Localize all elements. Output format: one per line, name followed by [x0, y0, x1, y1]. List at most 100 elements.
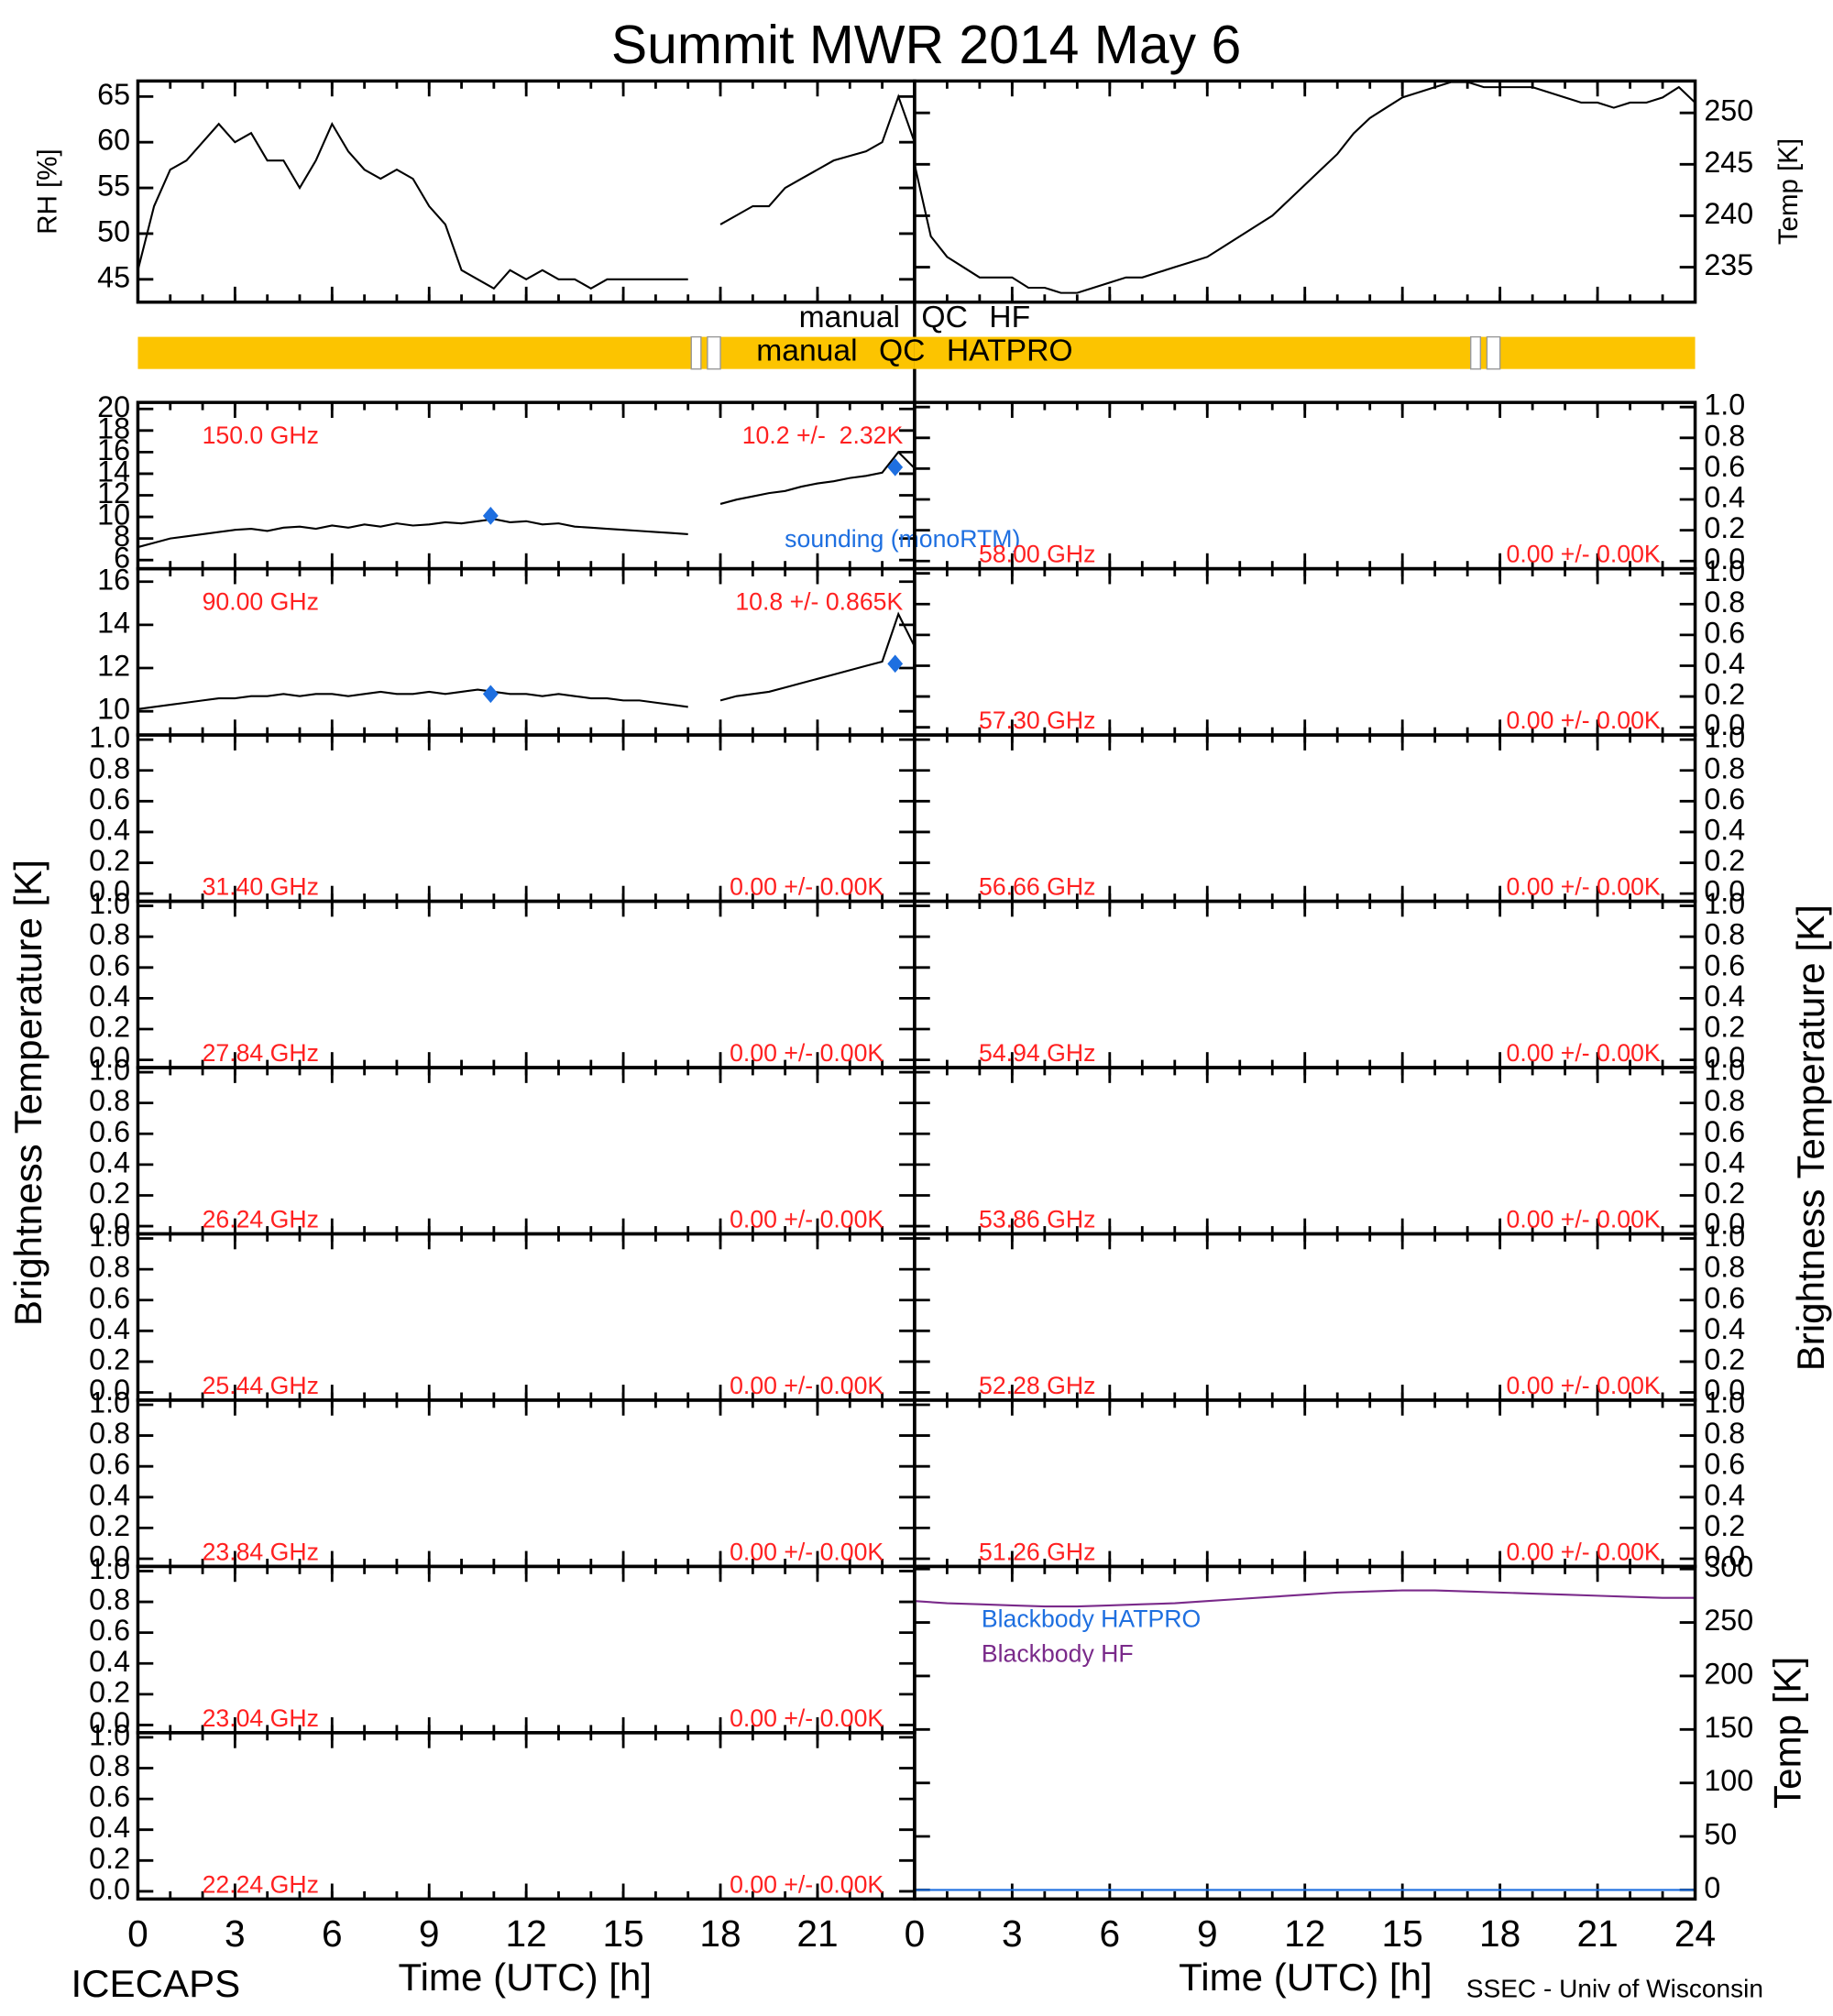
- y-tick-label: 0.2: [1704, 1177, 1745, 1210]
- channel-stats: 0.00 +/- 0.00K: [730, 1039, 884, 1067]
- y-tick-label: 0.2: [89, 1675, 130, 1708]
- qc-gap: [707, 335, 721, 370]
- channel-label: 150.0 GHz: [203, 422, 319, 449]
- channel-stats: 0.00 +/- 0.00K: [730, 873, 884, 901]
- y-tick-label: 0.8: [1704, 918, 1745, 951]
- y-tick-label: 0.8: [89, 1251, 130, 1284]
- y-tick-label: 0.0: [1704, 875, 1745, 908]
- qc-bar: [914, 336, 1696, 369]
- x-tick-label: 6: [322, 1912, 343, 1955]
- y-tick-label: 0.4: [1704, 1478, 1745, 1511]
- y-axis-label: RH [%]: [32, 148, 62, 234]
- y-tick-label: 0.8: [89, 1749, 130, 1782]
- y-tick-label: 0.6: [89, 948, 130, 981]
- y-tick-label: 55: [97, 170, 130, 203]
- channel-label: 25.44 GHz: [203, 1372, 319, 1399]
- y-tick-label: 0.0: [1704, 542, 1745, 575]
- qc-label: manual QC HATPRO: [756, 334, 1072, 367]
- y-tick-label: 0.0: [1704, 1540, 1745, 1573]
- legend-label: sounding (monoRTM): [785, 525, 1020, 553]
- channel-label: 54.94 GHz: [979, 1039, 1095, 1067]
- channel-label: 31.40 GHz: [203, 873, 319, 901]
- y-tick-label: 0.2: [89, 1011, 130, 1044]
- y-tick-label: 14: [97, 606, 130, 639]
- y-tick-label: 18: [97, 411, 130, 444]
- y-tick-label: 0.8: [89, 918, 130, 951]
- y-tick-label: 0.4: [89, 1645, 130, 1678]
- y-axis-label: Brightness Temperature [K]: [6, 860, 49, 1326]
- y-tick-label: 0.0: [89, 1374, 130, 1407]
- y-tick-label: 0.4: [1704, 1145, 1745, 1178]
- data-line: [914, 1589, 1696, 1608]
- y-tick-label: 235: [1704, 248, 1753, 281]
- y-tick-label: 0.6: [1704, 450, 1745, 483]
- y-tick-label: 1.0: [1704, 554, 1745, 587]
- y-tick-label: 0.2: [1704, 1342, 1745, 1375]
- data-line: [913, 81, 1696, 294]
- channel-stats: 10.2 +/- 2.32K: [742, 422, 904, 449]
- channel-stats: 0.00 +/- 0.00K: [730, 1704, 884, 1732]
- y-tick-label: 0.6: [89, 783, 130, 816]
- legend-label: Blackbody HF: [982, 1639, 1134, 1667]
- y-tick-label: 300: [1704, 1550, 1753, 1583]
- y-tick-label: 10: [97, 693, 130, 726]
- y-tick-label: 12: [97, 650, 130, 683]
- x-tick-label: 15: [602, 1912, 643, 1955]
- y-tick-label: 1.0: [89, 1220, 130, 1253]
- y-tick-label: 200: [1704, 1657, 1753, 1690]
- footer-left: ICECAPS: [71, 1962, 240, 2005]
- qc-gap: [1470, 335, 1482, 370]
- y-axis-label: Temp [K]: [1773, 138, 1804, 245]
- y-tick-label: 0.6: [1704, 616, 1745, 649]
- y-tick-label: 0.2: [89, 1842, 130, 1875]
- qc-gap: [1486, 335, 1501, 370]
- y-tick-label: 0.4: [89, 1145, 130, 1178]
- y-tick-label: 0.8: [1704, 586, 1745, 619]
- y-tick-label: 0.8: [89, 1583, 130, 1616]
- channel-stats: 0.00 +/- 0.00K: [1507, 1039, 1661, 1067]
- y-tick-label: 0.4: [89, 1312, 130, 1345]
- y-tick-label: 0.2: [1704, 511, 1745, 544]
- y-tick-label: 65: [97, 78, 130, 111]
- y-tick-label: 0.4: [1704, 647, 1745, 680]
- x-tick-label: 21: [1576, 1912, 1618, 1955]
- y-tick-label: 6: [114, 542, 130, 575]
- channel-stats: 0.00 +/- 0.00K: [730, 1372, 884, 1399]
- y-tick-label: 0.8: [1704, 1084, 1745, 1117]
- channel-stats: 0.00 +/- 0.00K: [1507, 1372, 1661, 1399]
- y-tick-label: 0.0: [89, 1706, 130, 1739]
- y-tick-label: 0.6: [89, 1614, 130, 1647]
- channel-label: 51.26 GHz: [979, 1538, 1095, 1565]
- channel-stats: 10.8 +/- 0.865K: [735, 588, 903, 616]
- y-tick-label: 0.0: [1704, 1041, 1745, 1074]
- channel-label: 53.86 GHz: [979, 1205, 1095, 1233]
- channel-stats: 0.00 +/- 0.00K: [1507, 1538, 1661, 1565]
- data-line: [719, 611, 916, 702]
- y-axis-label: Temp [K]: [1766, 1657, 1809, 1809]
- channel-label: 90.00 GHz: [203, 588, 319, 616]
- channel-label: 23.84 GHz: [203, 1538, 319, 1565]
- data-line: [137, 688, 688, 710]
- y-tick-label: 1.0: [89, 1054, 130, 1087]
- y-tick-label: 0.2: [1704, 1509, 1745, 1542]
- x-tick-label: 18: [1479, 1912, 1520, 1955]
- y-tick-label: 0.0: [89, 1540, 130, 1573]
- channel-label: 57.30 GHz: [979, 707, 1095, 734]
- data-line: [719, 450, 916, 505]
- sounding-point: [482, 685, 499, 704]
- y-tick-label: 0: [1704, 1871, 1720, 1904]
- y-tick-label: 1.0: [1704, 721, 1745, 754]
- channel-stats: 0.00 +/- 0.00K: [1507, 707, 1661, 734]
- y-tick-label: 0.2: [89, 1177, 130, 1210]
- y-tick-label: 0.6: [1704, 1448, 1745, 1481]
- qc-bar: [137, 336, 915, 369]
- y-tick-label: 1.0: [89, 1386, 130, 1419]
- y-tick-label: 0.8: [89, 751, 130, 784]
- y-tick-label: 0.2: [89, 1342, 130, 1375]
- y-tick-label: 50: [1704, 1818, 1737, 1851]
- y-tick-label: 0.0: [1704, 708, 1745, 741]
- y-axis-label: Brightness Temperature [K]: [1789, 904, 1832, 1371]
- y-tick-label: 0.8: [1704, 1251, 1745, 1284]
- x-tick-label: 24: [1674, 1912, 1716, 1955]
- x-tick-label: 3: [225, 1912, 246, 1955]
